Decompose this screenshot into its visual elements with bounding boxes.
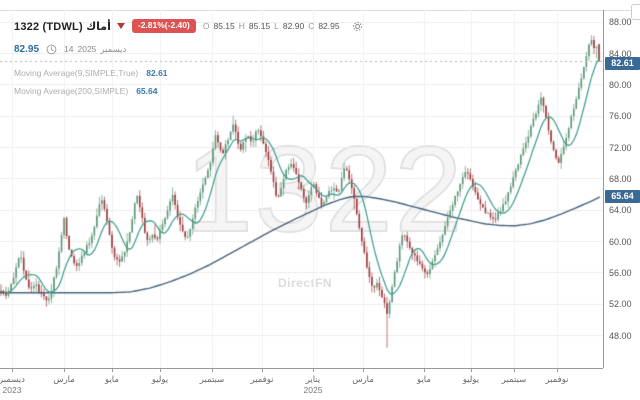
indicator-label: Moving Average(200,SIMPLE) [14, 85, 129, 96]
time-tickmark [212, 369, 213, 372]
price-badge: 65.64 [605, 190, 640, 204]
price-axis-label: 80.00 [609, 79, 632, 90]
price-axis-label: 72.00 [609, 142, 632, 153]
time-tickmark [424, 369, 425, 372]
date-day: 14 [64, 44, 74, 54]
ohlc-readout: O 85.15 H 85.15 L 82.90 C 82.95 [203, 21, 340, 31]
price-axis-label: 76.00 [609, 111, 632, 122]
low-label: L [274, 21, 279, 31]
time-tickmark [557, 369, 558, 372]
time-tickmark [160, 369, 161, 372]
price-axis-label: 60.00 [609, 236, 632, 247]
price-axis-label: 88.00 [609, 17, 632, 28]
indicator-row-ma200[interactable]: Moving Average(200,SIMPLE) 65.64 [14, 84, 157, 97]
time-axis-label: مايو [105, 374, 119, 384]
symbol-title: 1322 (TDWL) أماك [14, 20, 111, 33]
date-month: ديسمبر [100, 44, 127, 54]
time-axis-label: سبتمبر [501, 374, 527, 384]
time-axis-label: ديسمبر 2023 [0, 374, 25, 395]
last-trade-date: 14 2025 ديسمبر [64, 44, 126, 55]
price-axis-label: 56.00 [609, 267, 632, 278]
price-axis-label: 64.00 [609, 205, 632, 216]
low-value: 82.90 [282, 21, 305, 31]
last-trade-row: 82.95 14 2025 ديسمبر [14, 43, 126, 56]
open-label: O [202, 21, 210, 31]
time-axis-label: سبتمبر [199, 374, 225, 384]
toolbar-corner-button[interactable] [631, 4, 640, 20]
time-tickmark [262, 369, 263, 372]
price-chart-canvas[interactable] [0, 10, 603, 368]
chart-header: 1322 (TDWL) أماك -2.81%(-2.40) O 85.15 H… [14, 18, 364, 34]
time-tickmark [12, 369, 13, 372]
indicator-value: 82.61 [146, 67, 168, 78]
time-axis[interactable]: ديسمبر 2023 مارس مايو يوليو سبتمبر نوفمبر يناير… [0, 368, 603, 400]
last-price: 82.95 [14, 44, 40, 55]
time-axis-label: يوليو [462, 374, 480, 384]
date-year: 2025 [77, 44, 97, 54]
time-tickmark [313, 369, 314, 372]
time-tickmark [363, 369, 364, 372]
time-axis-label: مايو [417, 374, 431, 384]
time-tickmark [514, 369, 515, 372]
price-axis[interactable]: 88.00 84.00 80.00 76.00 72.00 68.00 64.00 60.00… [603, 10, 640, 368]
close-label: C [308, 21, 315, 31]
change-badge: -2.81%(-2.40) [131, 19, 196, 33]
time-axis-label: مارس [352, 374, 374, 384]
price-axis-label: 48.00 [609, 330, 632, 341]
time-axis-label: نوفمبر [545, 374, 569, 384]
settings-gear-icon[interactable] [351, 20, 364, 33]
time-tickmark [471, 369, 472, 372]
indicator-value: 65.64 [136, 85, 158, 96]
high-value: 85.15 [248, 21, 271, 31]
time-axis-label: يوليو [151, 374, 169, 384]
time-tickmark [64, 369, 65, 372]
chevron-down-icon [116, 23, 125, 29]
symbol-selector[interactable]: 1322 (TDWL) أماك [14, 20, 125, 33]
time-axis-label: نوفمبر [250, 374, 274, 384]
price-axis-label: 52.00 [609, 299, 632, 310]
time-axis-label: يناير 2025 [303, 374, 323, 395]
high-label: H [238, 21, 245, 31]
time-axis-label: مارس [53, 374, 75, 384]
price-badge: 82.61 [605, 57, 640, 71]
price-axis-label: 84.00 [609, 48, 632, 59]
indicator-label: Moving Average(9,SIMPLE,True) [14, 67, 139, 78]
time-tickmark [112, 369, 113, 372]
open-value: 85.15 [213, 21, 235, 31]
price-axis-label: 68.00 [609, 173, 632, 184]
indicator-row-ma9[interactable]: Moving Average(9,SIMPLE,True) 82.61 [14, 66, 168, 79]
clock-icon [46, 44, 57, 55]
close-value: 82.95 [318, 21, 340, 31]
